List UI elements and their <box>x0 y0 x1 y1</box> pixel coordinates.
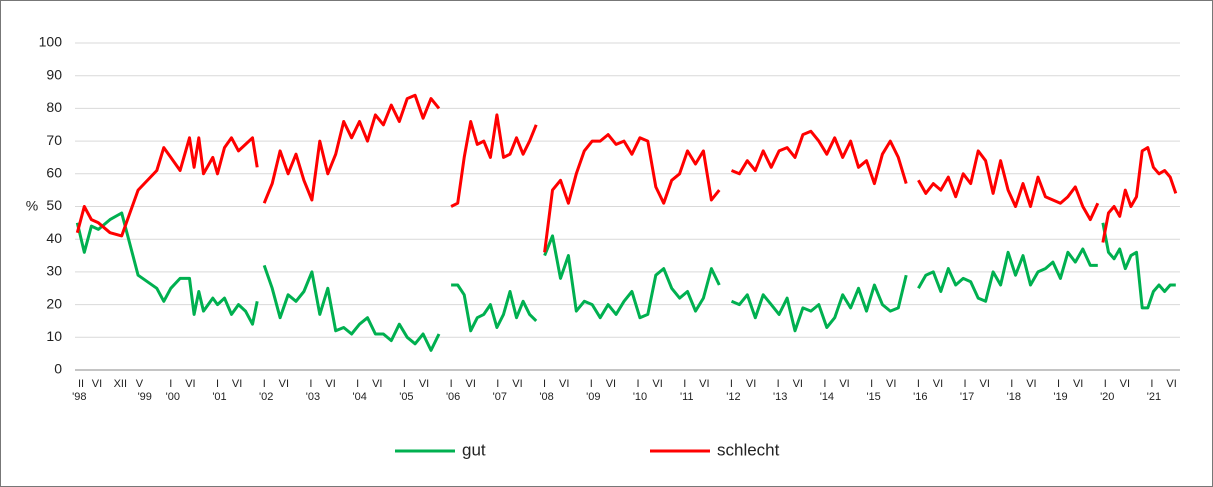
year-label: '06 <box>446 391 460 403</box>
x-tick-label: I <box>403 378 406 390</box>
y-tick-label: 100 <box>39 34 63 50</box>
x-tick-label: VI <box>419 378 429 390</box>
y-tick-label: 50 <box>46 197 62 213</box>
x-tick-label: VI <box>185 378 195 390</box>
year-label: '11 <box>680 391 694 403</box>
x-tick-label: I <box>309 378 312 390</box>
year-label: '14 <box>820 391 834 403</box>
legend-label: gut <box>462 440 486 459</box>
x-tick-label: VI <box>652 378 662 390</box>
x-tick-label: VI <box>279 378 289 390</box>
year-label: '12 <box>726 391 740 403</box>
x-tick-label: VI <box>1026 378 1036 390</box>
y-axis-label: % <box>26 198 38 214</box>
line-series <box>75 211 1176 352</box>
x-tick-label: VI <box>1073 378 1083 390</box>
x-tick-label: I <box>450 378 453 390</box>
x-tick-label: I <box>1057 378 1060 390</box>
x-tick-label: VI <box>1166 378 1176 390</box>
y-tick-label: 60 <box>46 165 62 181</box>
x-tick-label: I <box>263 378 266 390</box>
x-tick-label: I <box>169 378 172 390</box>
x-tick-label: VI <box>92 378 102 390</box>
year-label: '05 <box>399 391 413 403</box>
x-tick-label: I <box>496 378 499 390</box>
y-tick-label: 40 <box>46 230 62 246</box>
x-tick-label: I <box>1150 378 1153 390</box>
x-tick-label: I <box>1104 378 1107 390</box>
x-tick-label: VI <box>699 378 709 390</box>
x-tick-label: VI <box>559 378 569 390</box>
year-label: '99 <box>138 391 152 403</box>
year-label: '08 <box>539 391 553 403</box>
year-label: '98 <box>72 391 86 403</box>
x-tick-label: VI <box>232 378 242 390</box>
x-tick-label: VI <box>933 378 943 390</box>
x-tick-label: I <box>870 378 873 390</box>
year-label: '00 <box>166 391 180 403</box>
x-tick-label: VI <box>512 378 522 390</box>
x-tick-label: I <box>730 378 733 390</box>
year-label: '18 <box>1007 391 1021 403</box>
year-label: '16 <box>913 391 927 403</box>
y-tick-label: 10 <box>46 328 62 344</box>
year-label: '03 <box>306 391 320 403</box>
year-label: '13 <box>773 391 787 403</box>
year-label: '19 <box>1053 391 1067 403</box>
x-tick-label: VI <box>325 378 335 390</box>
x-tick-label: I <box>543 378 546 390</box>
x-tick-label: XII <box>114 378 127 390</box>
x-tick-label: I <box>683 378 686 390</box>
x-tick-label: VI <box>606 378 616 390</box>
x-tick-label: VI <box>839 378 849 390</box>
y-tick-label: 70 <box>46 132 62 148</box>
x-tick-label: I <box>1010 378 1013 390</box>
y-tick-label: 0 <box>54 361 62 377</box>
legend-label: schlecht <box>717 440 780 459</box>
y-tick-label: 80 <box>46 99 62 115</box>
y-tick-label: 90 <box>46 66 62 82</box>
x-tick-label: I <box>917 378 920 390</box>
y-tick-label: 20 <box>46 295 62 311</box>
x-tick-label: II <box>78 378 84 390</box>
line-series <box>75 93 1178 253</box>
year-label: '21 <box>1147 391 1161 403</box>
x-tick-label: V <box>136 378 144 390</box>
x-tick-label: VI <box>1120 378 1130 390</box>
year-label: '01 <box>212 391 226 403</box>
x-tick-label: I <box>216 378 219 390</box>
x-tick-label: VI <box>886 378 896 390</box>
year-label: '04 <box>353 391 367 403</box>
year-label: '02 <box>259 391 273 403</box>
year-label: '15 <box>866 391 880 403</box>
year-label: '20 <box>1100 391 1114 403</box>
year-label: '17 <box>960 391 974 403</box>
y-tick-label: 30 <box>46 263 62 279</box>
x-tick-label: VI <box>746 378 756 390</box>
x-tick-label: VI <box>793 378 803 390</box>
x-tick-label: VI <box>372 378 382 390</box>
x-tick-label: I <box>777 378 780 390</box>
x-tick-label: I <box>823 378 826 390</box>
x-tick-label: I <box>356 378 359 390</box>
year-label: '09 <box>586 391 600 403</box>
year-label: '07 <box>493 391 507 403</box>
x-tick-label: I <box>590 378 593 390</box>
x-tick-label: VI <box>466 378 476 390</box>
x-tick-label: VI <box>979 378 989 390</box>
x-tick-label: I <box>636 378 639 390</box>
year-label: '10 <box>633 391 647 403</box>
x-tick-label: I <box>964 378 967 390</box>
